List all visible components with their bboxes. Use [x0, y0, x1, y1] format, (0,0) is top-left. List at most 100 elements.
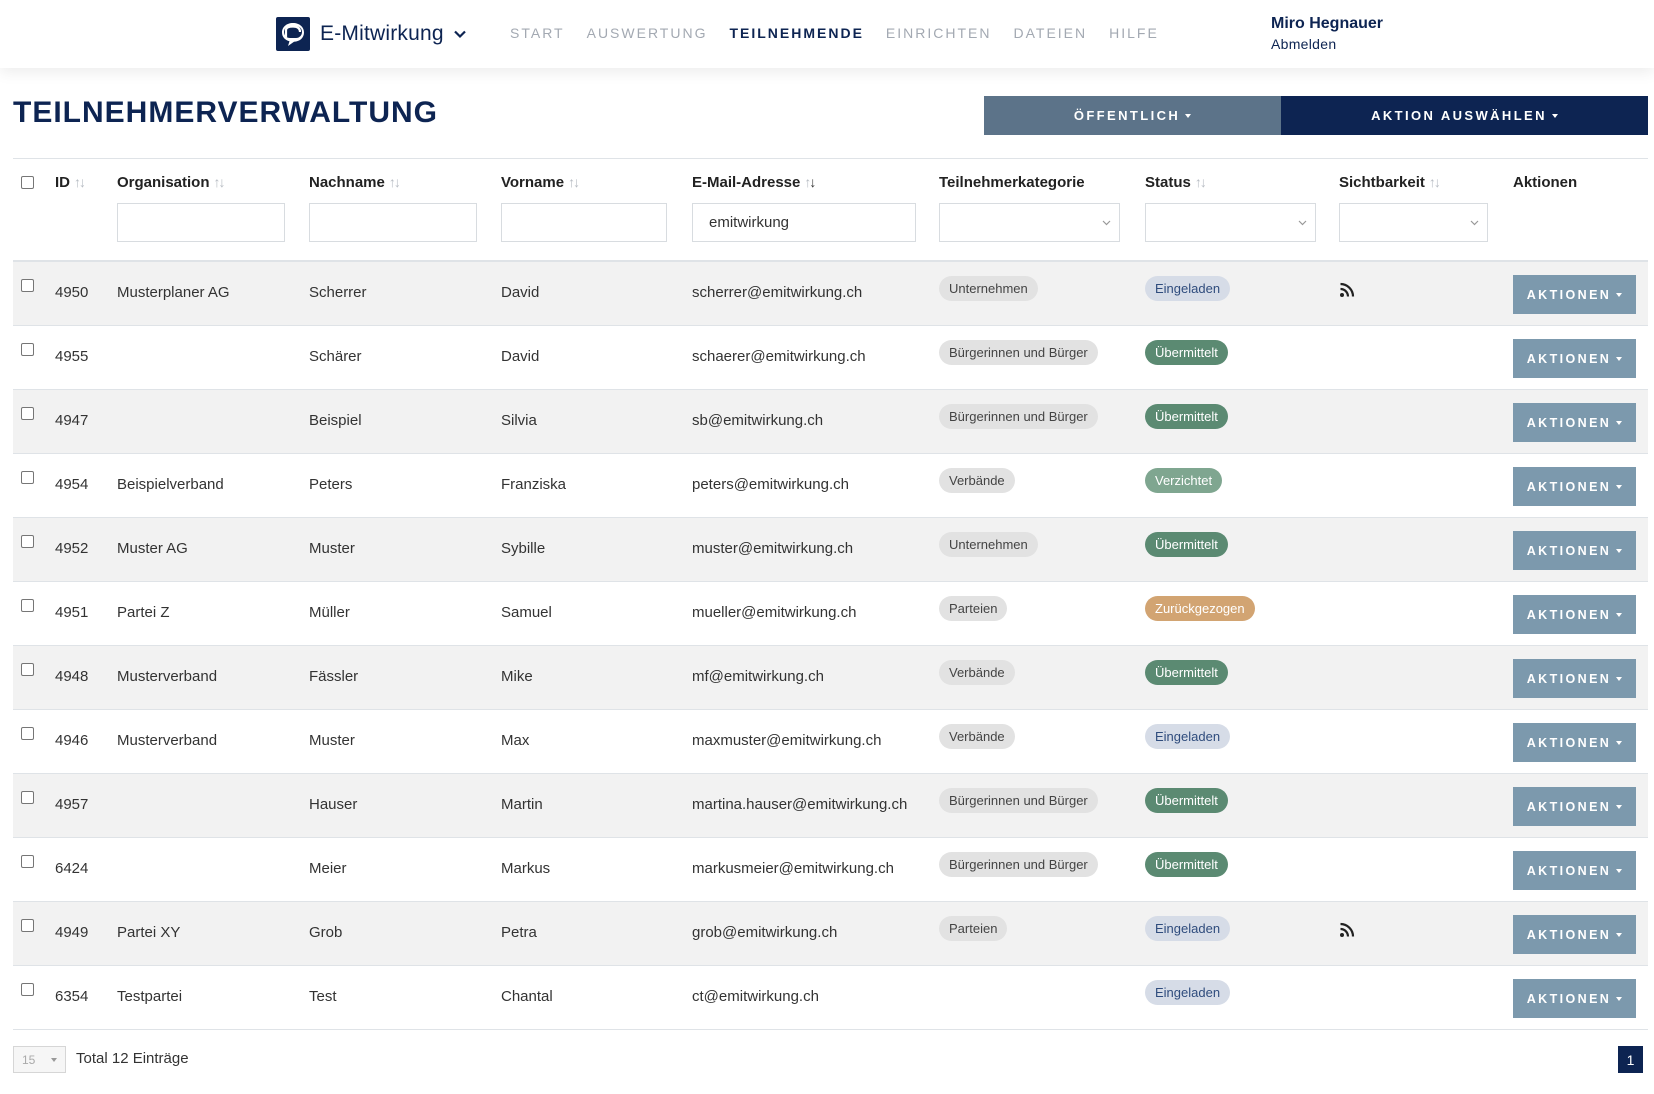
cell-lastname: Meier: [309, 860, 347, 877]
cell-firstname: Silvia: [501, 412, 537, 429]
category-badge: Parteien: [939, 596, 1008, 621]
nav-einrichten[interactable]: EINRICHTEN: [885, 25, 992, 41]
filter-organisation-input[interactable]: [117, 203, 285, 242]
status-badge: Übermittelt: [1145, 660, 1228, 685]
row-actions-button[interactable]: AKTIONEN: [1513, 531, 1636, 570]
cell-id: 4957: [55, 796, 89, 813]
caret-down-icon: [1616, 420, 1623, 425]
caret-down-icon: [51, 1058, 57, 1062]
column-header-organisation[interactable]: Organisation ↑↓: [117, 174, 226, 191]
cell-id: 4948: [55, 668, 89, 685]
column-header-id[interactable]: ID ↑↓: [55, 174, 86, 191]
row-actions-button[interactable]: AKTIONEN: [1513, 595, 1636, 634]
row-checkbox[interactable]: [21, 855, 34, 868]
cell-organisation: Beispielverband: [117, 476, 224, 493]
cell-firstname: Sybille: [501, 540, 546, 557]
cell-lastname: Muster: [309, 540, 355, 557]
sort-arrows-icon[interactable]: ↑↓: [568, 174, 580, 190]
row-actions-button[interactable]: AKTIONEN: [1513, 403, 1636, 442]
row-actions-label: AKTIONEN: [1526, 351, 1612, 366]
cell-id: 4951: [55, 604, 89, 621]
cell-email: scherrer@emitwirkung.ch: [692, 284, 863, 301]
row-checkbox[interactable]: [21, 471, 34, 484]
sort-arrows-icon[interactable]: ↑↓: [1428, 174, 1441, 190]
row-actions-button[interactable]: AKTIONEN: [1513, 275, 1636, 314]
cell-email: maxmuster@emitwirkung.ch: [692, 732, 882, 749]
caret-down-icon: [1185, 113, 1192, 118]
cell-firstname: David: [501, 348, 540, 365]
filter-status-select[interactable]: [1145, 203, 1316, 242]
column-header-firstname[interactable]: Vorname ↑↓: [501, 174, 580, 191]
caret-down-icon: [1616, 740, 1623, 745]
column-header-lastname[interactable]: Nachname ↑↓: [309, 174, 401, 191]
cell-email: schaerer@emitwirkung.ch: [692, 348, 866, 365]
row-checkbox[interactable]: [21, 599, 34, 612]
caret-down-icon: [1616, 292, 1623, 297]
filter-email-input[interactable]: [692, 203, 916, 242]
row-actions-button[interactable]: AKTIONEN: [1513, 979, 1636, 1018]
select-all-checkbox[interactable]: [21, 176, 34, 189]
cell-lastname: Muster: [309, 732, 355, 749]
row-actions-button[interactable]: AKTIONEN: [1513, 723, 1636, 762]
sort-arrows-icon[interactable]: ↑↓: [1194, 174, 1207, 190]
filter-lastname-input[interactable]: [309, 203, 477, 242]
cell-id: 4947: [55, 412, 89, 429]
chevron-down-icon: [1298, 220, 1307, 226]
cell-id: 4950: [55, 284, 89, 301]
row-checkbox[interactable]: [21, 407, 34, 420]
cell-email: peters@emitwirkung.ch: [692, 476, 849, 493]
column-header-status[interactable]: Status ↑↓: [1145, 174, 1207, 191]
nav-teilnehmende[interactable]: TEILNEHMENDE: [729, 25, 864, 41]
row-actions-button[interactable]: AKTIONEN: [1513, 659, 1636, 698]
row-checkbox[interactable]: [21, 727, 34, 740]
column-header-visibility[interactable]: Sichtbarkeit ↑↓: [1339, 174, 1441, 191]
row-actions-button[interactable]: AKTIONEN: [1513, 467, 1636, 506]
cell-lastname: Hauser: [309, 796, 358, 813]
app-switcher[interactable]: E-Mitwirkung: [276, 17, 468, 51]
status-badge: Eingeladen: [1145, 980, 1231, 1005]
row-actions-button[interactable]: AKTIONEN: [1513, 851, 1636, 890]
filter-visibility-select[interactable]: [1339, 203, 1488, 242]
row-checkbox[interactable]: [21, 279, 34, 292]
column-header-category: Teilnehmerkategorie: [939, 174, 1085, 191]
app-name: E-Mitwirkung: [320, 22, 444, 45]
row-checkbox[interactable]: [21, 791, 34, 804]
cell-firstname: Franziska: [501, 476, 567, 493]
cell-lastname: Schärer: [309, 348, 362, 365]
column-header-email[interactable]: E-Mail-Adresse ↑↓: [692, 174, 816, 191]
sort-arrows-icon[interactable]: ↑↓: [213, 174, 226, 190]
filter-firstname-input[interactable]: [501, 203, 667, 242]
table-row: 4948 Musterverband Fässler Mike mf@emitwirku…: [13, 646, 1648, 710]
row-checkbox[interactable]: [21, 535, 34, 548]
sort-arrows-icon[interactable]: ↑↓: [74, 174, 86, 190]
speech-bubble-logo: [276, 17, 310, 51]
sort-arrows-icon[interactable]: ↑↓: [804, 174, 816, 190]
nav-auswertung[interactable]: AUSWERTUNG: [586, 25, 708, 41]
row-actions-button[interactable]: AKTIONEN: [1513, 339, 1636, 378]
row-checkbox[interactable]: [21, 983, 34, 996]
row-actions-button[interactable]: AKTIONEN: [1513, 787, 1636, 826]
cell-firstname: Markus: [501, 860, 551, 877]
nav-dateien[interactable]: DATEIEN: [1013, 25, 1088, 41]
caret-down-icon: [1616, 676, 1623, 681]
caret-down-icon: [1616, 932, 1623, 937]
nav-start[interactable]: START: [510, 25, 565, 41]
row-actions-button[interactable]: AKTIONEN: [1513, 915, 1636, 954]
sort-arrows-icon[interactable]: ↑↓: [388, 174, 401, 190]
filter-category-select[interactable]: [939, 203, 1120, 242]
row-checkbox[interactable]: [21, 663, 34, 676]
page-size-select[interactable]: 15: [13, 1046, 66, 1073]
row-checkbox[interactable]: [21, 343, 34, 356]
column-header-actions: Aktionen: [1513, 174, 1577, 191]
row-checkbox[interactable]: [21, 919, 34, 932]
visibility-dropdown-button[interactable]: ÖFFENTLICH: [984, 96, 1281, 135]
row-actions-label: AKTIONEN: [1526, 543, 1612, 558]
page-size-value: 15: [22, 1053, 36, 1067]
nav-hilfe[interactable]: HILFE: [1109, 25, 1159, 41]
select-action-button[interactable]: AKTION AUSWÄHLEN: [1281, 96, 1648, 135]
logout-link[interactable]: Abmelden: [1271, 36, 1337, 52]
total-entries: Total 12 Einträge: [76, 1050, 189, 1067]
cell-firstname: Chantal: [501, 988, 553, 1005]
row-actions-label: AKTIONEN: [1526, 799, 1612, 814]
pagination-page[interactable]: 1: [1618, 1046, 1643, 1073]
